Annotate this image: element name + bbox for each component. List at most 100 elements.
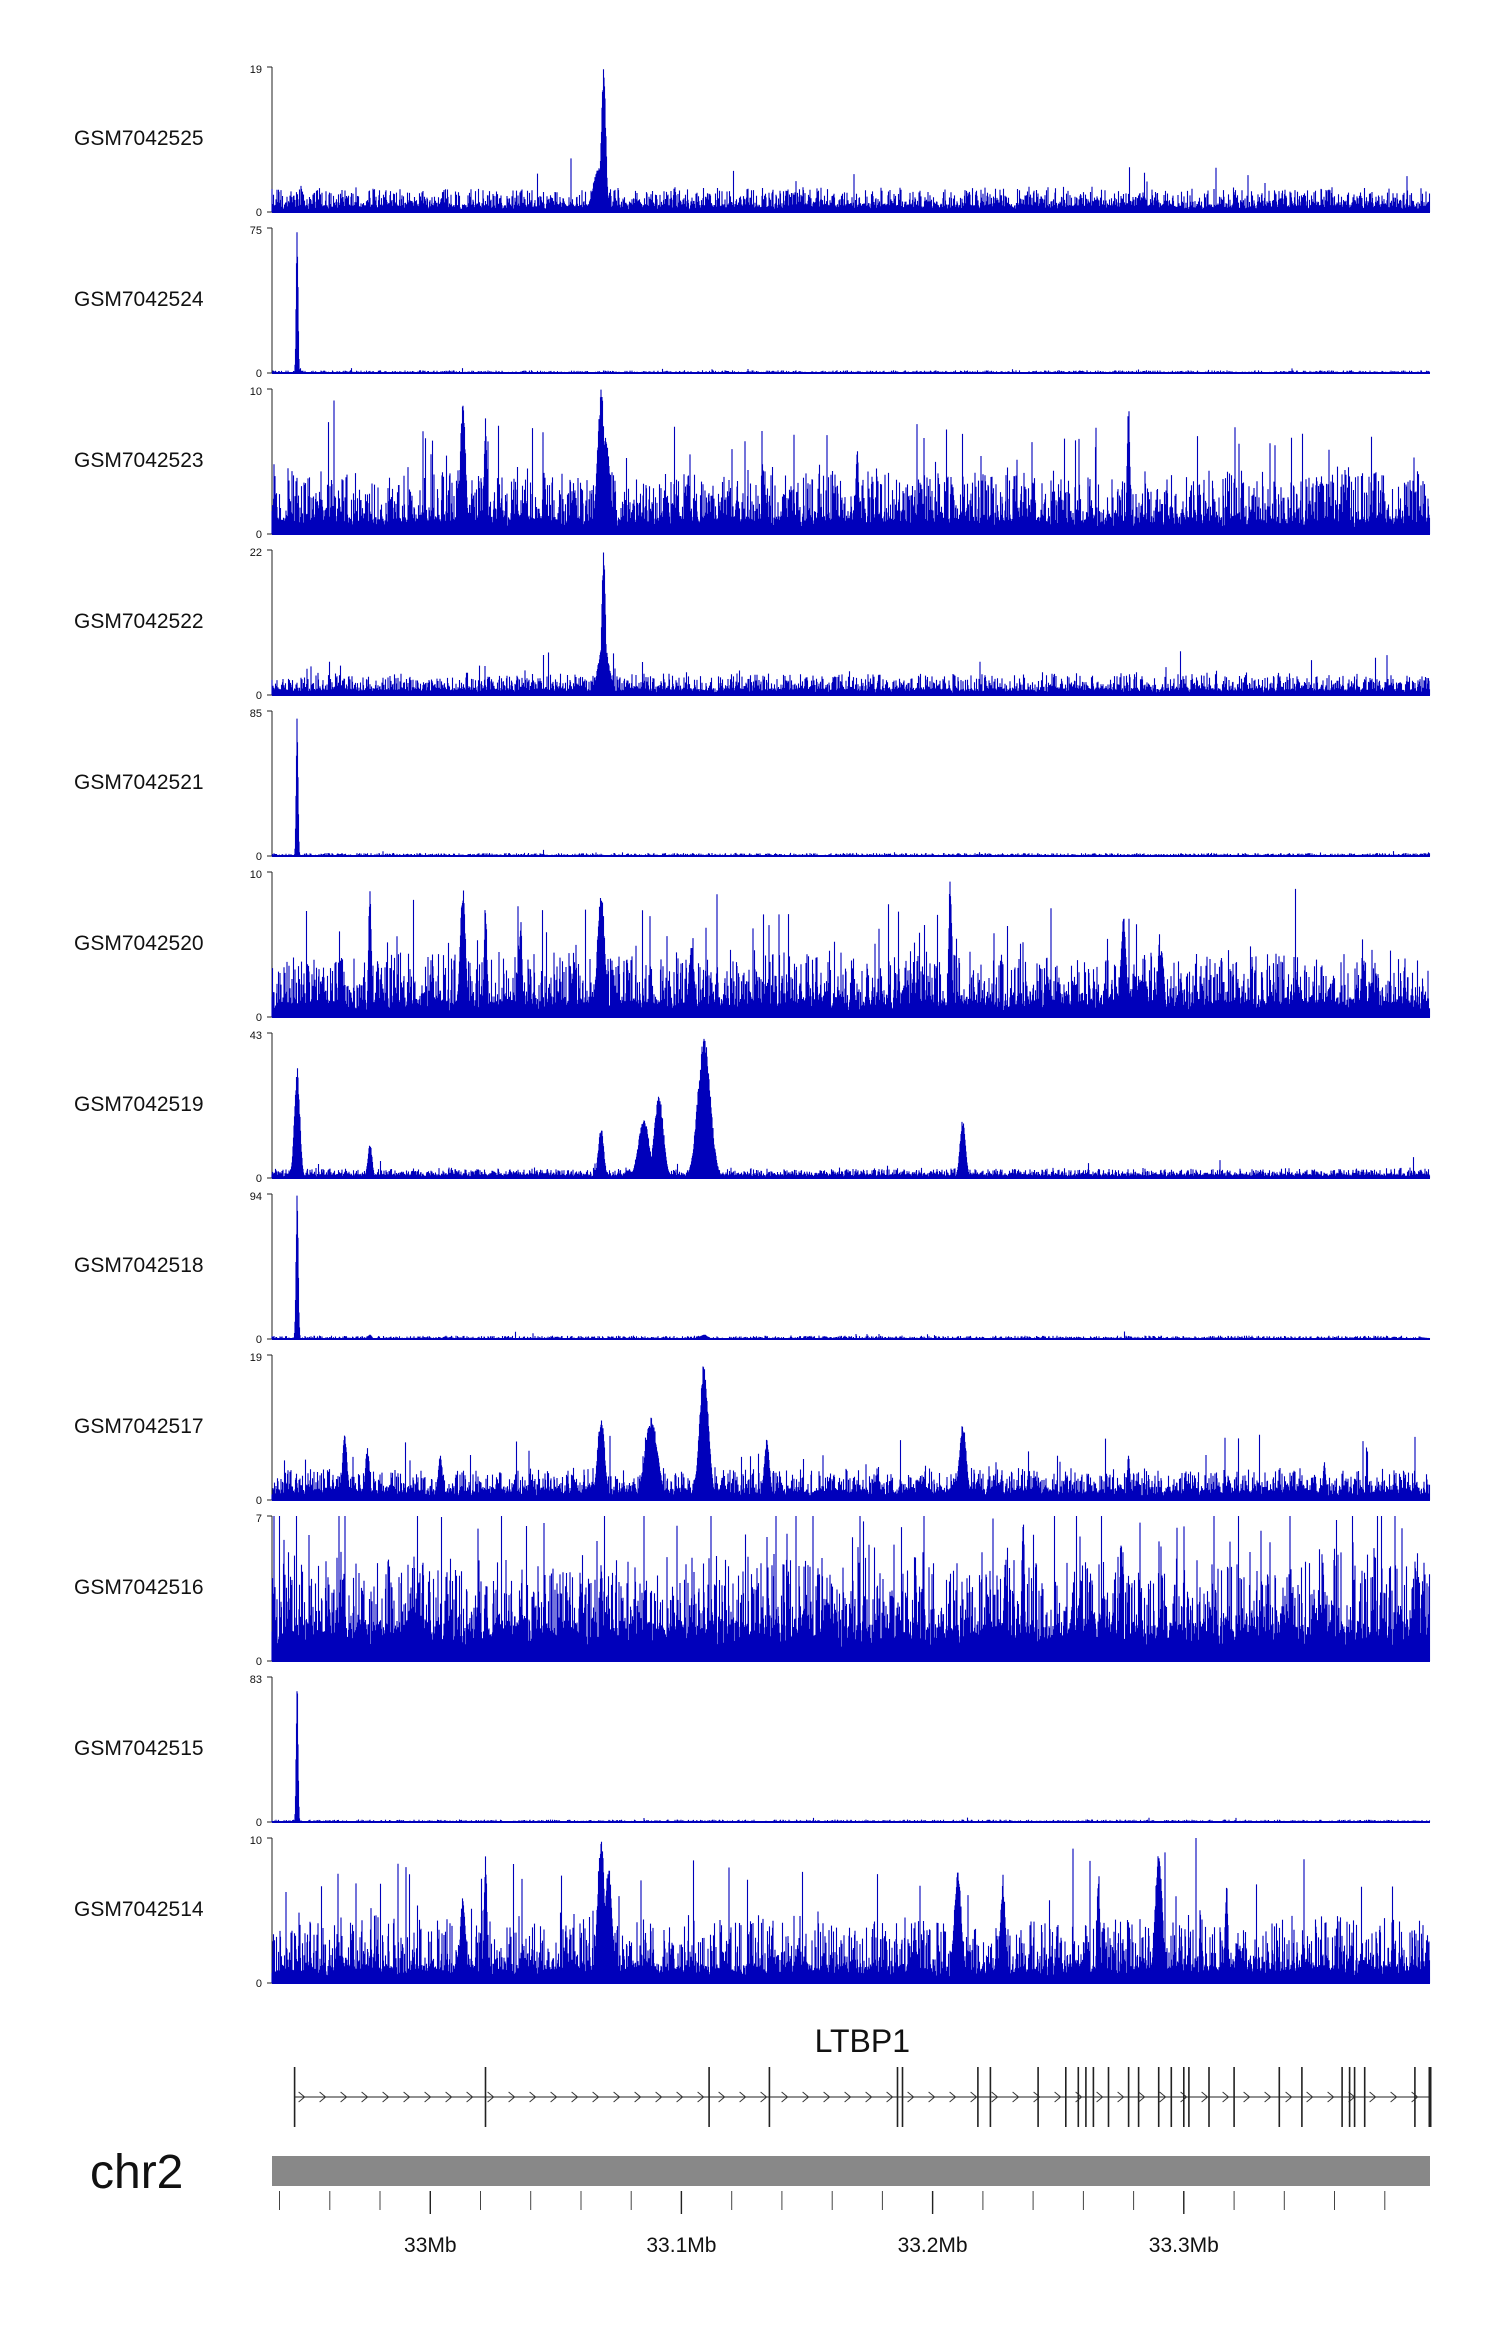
- strand-arrow: [1243, 2091, 1251, 2103]
- track-name-label: GSM7042514: [74, 1898, 204, 1921]
- strand-arrow: [1054, 2091, 1062, 2103]
- strand-arrow: [697, 2091, 705, 2103]
- track-name-label: GSM7042516: [74, 1576, 204, 1599]
- track-ymin-label: 0: [256, 1656, 262, 1668]
- exon: [1183, 2067, 1185, 2127]
- strand-arrow: [1138, 2091, 1146, 2103]
- track-GSM7042516: GSM7042516 7 0: [74, 1513, 1431, 1668]
- track-GSM7042520: GSM7042520 10 0: [74, 869, 1431, 1024]
- exon: [1188, 2067, 1190, 2127]
- signal-coverage-GSM7042522: [271, 552, 1431, 695]
- exon: [1065, 2067, 1067, 2127]
- strand-arrow: [550, 2091, 558, 2103]
- strand-arrow: [571, 2091, 579, 2103]
- strand-arrow: [760, 2091, 768, 2103]
- strand-arrow: [1033, 2091, 1041, 2103]
- track-name-label: GSM7042517: [74, 1415, 204, 1438]
- exon: [1127, 2067, 1130, 2127]
- strand-arrow: [319, 2091, 327, 2103]
- strand-arrow: [907, 2091, 915, 2103]
- axis-tick-label: 33Mb: [404, 2234, 457, 2257]
- chromosome-label: chr2: [90, 2146, 183, 2199]
- exon: [1278, 2067, 1281, 2127]
- exon: [484, 2067, 487, 2127]
- exon: [989, 2067, 992, 2127]
- track-ymin-label: 0: [256, 1334, 262, 1346]
- signal-coverage-GSM7042519: [271, 1038, 1431, 1178]
- track-name-label: GSM7042521: [74, 771, 204, 794]
- strand-arrow: [949, 2091, 957, 2103]
- strand-arrow: [1117, 2091, 1125, 2103]
- track-name-label: GSM7042515: [74, 1737, 204, 1760]
- track-ymax-label: 22: [250, 547, 262, 559]
- track-GSM7042519: GSM7042519 43 0: [74, 1030, 1431, 1185]
- gene-name-label: LTBP1: [815, 2023, 910, 2059]
- chromosome-bar: [272, 2156, 1430, 2186]
- track-ymax-label: 94: [250, 1191, 262, 1203]
- track-ymax-label: 85: [250, 708, 262, 720]
- signal-tracks: GSM7042525190GSM7042524750GSM7042523100G…: [74, 64, 1431, 1990]
- track-ymin-label: 0: [256, 529, 262, 541]
- strand-arrow: [1369, 2091, 1377, 2103]
- track-GSM7042524: GSM7042524 75 0: [74, 225, 1431, 380]
- exon: [1085, 2067, 1087, 2127]
- exon: [977, 2067, 979, 2127]
- signal-coverage-GSM7042523: [271, 389, 1431, 534]
- track-GSM7042523: GSM7042523 10 0: [74, 386, 1431, 541]
- track-ymax-label: 43: [250, 1030, 262, 1042]
- gene-model: [293, 2067, 1432, 2127]
- track-GSM7042514: GSM7042514 10 0: [74, 1835, 1431, 1990]
- strand-arrow: [1096, 2091, 1104, 2103]
- track-ymin-label: 0: [256, 1173, 262, 1185]
- track-ymin-label: 0: [256, 1817, 262, 1829]
- exon: [1157, 2067, 1160, 2127]
- exon: [1301, 2067, 1303, 2127]
- exon: [1077, 2067, 1080, 2127]
- track-name-label: GSM7042523: [74, 449, 204, 472]
- signal-coverage-GSM7042524: [271, 232, 1431, 373]
- track-ymax-label: 7: [256, 1513, 262, 1525]
- exon: [1363, 2067, 1366, 2127]
- exon: [768, 2067, 771, 2127]
- strand-arrow: [592, 2091, 600, 2103]
- strand-arrow: [403, 2091, 411, 2103]
- strand-arrow: [739, 2091, 747, 2103]
- strand-arrow: [1222, 2091, 1230, 2103]
- exon: [1348, 2067, 1351, 2127]
- exon: [901, 2067, 904, 2127]
- exon: [1208, 2067, 1210, 2127]
- strand-arrow: [991, 2091, 999, 2103]
- track-name-label: GSM7042522: [74, 610, 204, 633]
- strand-arrow: [361, 2091, 369, 2103]
- track-ymin-label: 0: [256, 851, 262, 863]
- strand-arrow: [676, 2091, 684, 2103]
- track-ymin-label: 0: [256, 207, 262, 219]
- exon: [293, 2067, 296, 2127]
- genomic-axis: 33Mb 33.1Mb 33.2Mb 33.3Mb: [279, 2191, 1386, 2257]
- strand-arrow: [340, 2091, 348, 2103]
- gene-track: LTBP1: [293, 2023, 1432, 2127]
- exon: [1341, 2067, 1343, 2127]
- strand-arrow: [1201, 2091, 1209, 2103]
- strand-arrow: [718, 2091, 726, 2103]
- track-GSM7042515: GSM7042515 83 0: [74, 1674, 1431, 1829]
- signal-coverage-GSM7042515: [271, 1691, 1431, 1822]
- exon: [1092, 2067, 1095, 2127]
- track-ymin-label: 0: [256, 690, 262, 702]
- track-GSM7042522: GSM7042522 22 0: [74, 547, 1431, 702]
- track-ymax-label: 19: [250, 1352, 262, 1364]
- strand-arrow: [970, 2091, 978, 2103]
- strand-arrow: [781, 2091, 789, 2103]
- strand-arrow: [865, 2091, 873, 2103]
- strand-arrow: [298, 2091, 306, 2103]
- axis-tick-label: 33.3Mb: [1149, 2234, 1219, 2257]
- strand-arrow: [655, 2091, 663, 2103]
- exon: [708, 2067, 710, 2127]
- chromosome-ideogram: chr2 33Mb 33.1Mb 33.2Mb 33.3Mb: [90, 2146, 1430, 2257]
- signal-coverage-GSM7042520: [271, 881, 1431, 1017]
- exon: [1414, 2067, 1416, 2127]
- axis-tick-label: 33.2Mb: [898, 2234, 968, 2257]
- signal-coverage-GSM7042525: [271, 69, 1431, 212]
- strand-arrow: [1327, 2091, 1335, 2103]
- strand-arrow: [823, 2091, 831, 2103]
